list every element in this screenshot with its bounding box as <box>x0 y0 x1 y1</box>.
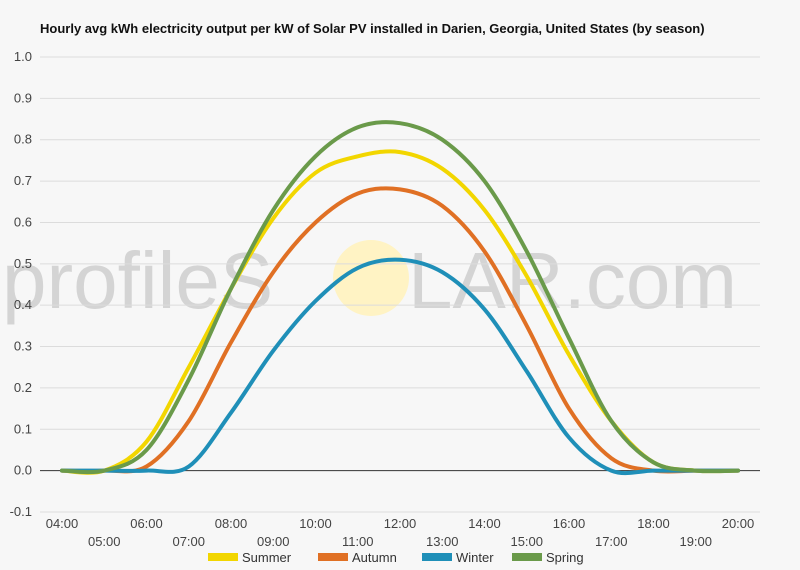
x-tick-label: 05:00 <box>88 534 121 549</box>
y-tick-label: 0.6 <box>14 214 32 229</box>
y-tick-label: -0.1 <box>10 504 32 519</box>
x-tick-label: 04:00 <box>46 516 79 531</box>
watermark-text-right: LAR.com <box>408 236 737 325</box>
series-line-winter <box>60 257 740 476</box>
y-axis: -0.1 0.0 0.1 0.2 0.3 0.4 0.5 0.6 0.7 0.8 0.9 1.0 <box>10 49 32 519</box>
legend-swatch-summer <box>208 553 238 561</box>
chart-title: Hourly avg kWh electricity output per kW… <box>40 21 705 36</box>
y-tick-label: 0.3 <box>14 339 32 354</box>
y-tick-label: 0.4 <box>14 297 32 312</box>
x-tick-label: 12:00 <box>384 516 417 531</box>
legend-swatch-winter <box>422 553 452 561</box>
legend-label-autumn: Autumn <box>352 550 397 565</box>
legend-label-spring: Spring <box>546 550 584 565</box>
y-tick-label: 0.0 <box>14 463 32 478</box>
x-tick-label: 19:00 <box>679 534 712 549</box>
series-line-spring <box>60 120 740 475</box>
y-tick-label: 0.9 <box>14 90 32 105</box>
x-tick-label: 07:00 <box>172 534 205 549</box>
x-tick-label: 08:00 <box>215 516 248 531</box>
grid <box>40 56 760 513</box>
watermark-text-left: profileS <box>2 236 273 325</box>
watermark: profileS LAR.com <box>2 236 737 325</box>
x-tick-label: 11:00 <box>342 534 374 549</box>
y-tick-label: 0.5 <box>14 256 32 271</box>
legend-swatch-spring <box>512 553 542 561</box>
y-tick-label: 0.1 <box>14 421 32 436</box>
x-tick-label: 06:00 <box>130 516 163 531</box>
x-tick-label: 18:00 <box>637 516 670 531</box>
x-tick-label: 13:00 <box>426 534 459 549</box>
y-tick-label: 0.7 <box>14 173 32 188</box>
x-tick-label: 16:00 <box>553 516 586 531</box>
legend-swatch-autumn <box>318 553 348 561</box>
x-tick-label: 10:00 <box>299 516 332 531</box>
x-tick-label: 20:00 <box>722 516 755 531</box>
series-lines <box>60 120 740 476</box>
y-tick-label: 1.0 <box>14 49 32 64</box>
legend-label-winter: Winter <box>456 550 494 565</box>
x-tick-label: 09:00 <box>257 534 290 549</box>
legend-label-summer: Summer <box>242 550 292 565</box>
series-line-autumn <box>60 186 740 474</box>
y-tick-label: 0.2 <box>14 380 32 395</box>
x-axis: 04:00 05:00 06:00 07:00 08:00 09:00 10:00 11:00… <box>46 516 755 549</box>
x-tick-label: 14:00 <box>468 516 501 531</box>
legend: Summer Autumn Winter Spring <box>208 550 584 565</box>
x-tick-label: 17:00 <box>595 534 628 549</box>
x-tick-label: 15:00 <box>510 534 543 549</box>
y-tick-label: 0.8 <box>14 132 32 147</box>
